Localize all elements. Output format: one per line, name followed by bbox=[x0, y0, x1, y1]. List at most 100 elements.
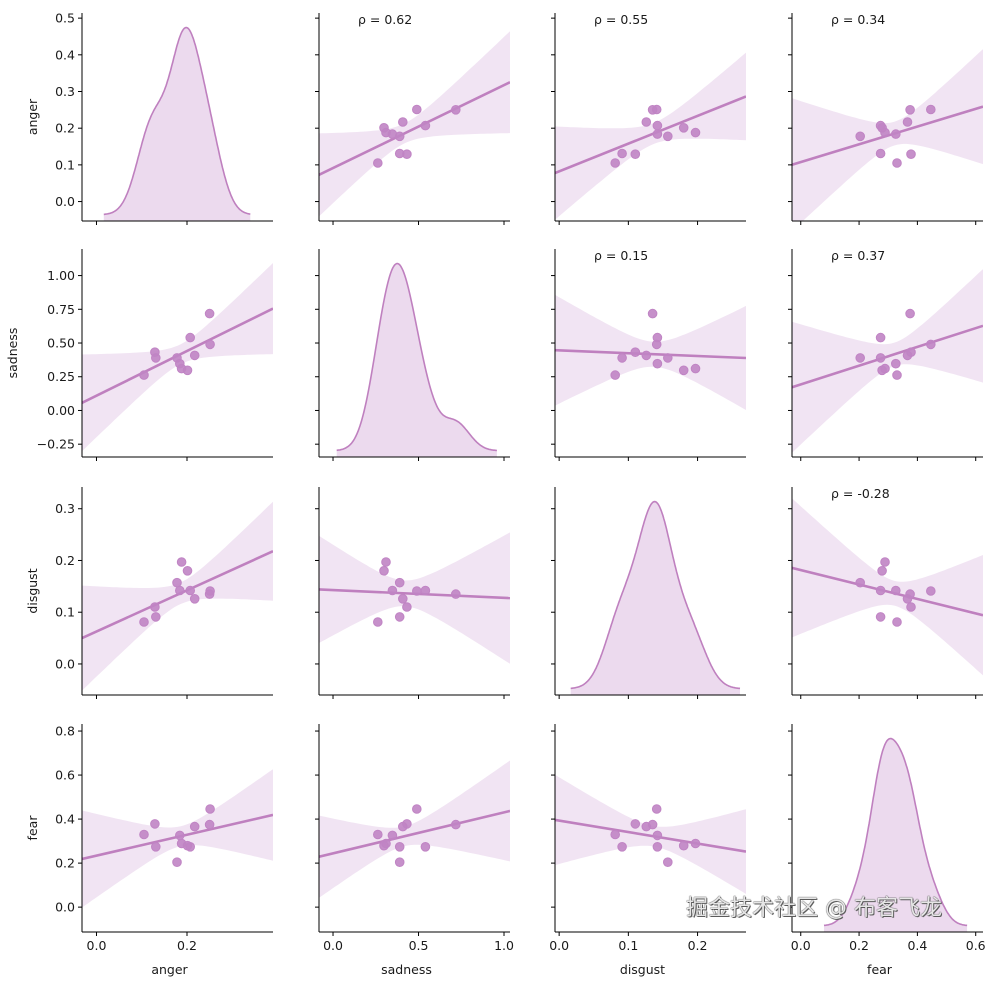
y-tick-label: 0.75 bbox=[47, 302, 75, 317]
data-point bbox=[379, 566, 389, 576]
data-point bbox=[182, 566, 193, 576]
data-point bbox=[891, 129, 901, 139]
data-point bbox=[647, 819, 658, 830]
data-point bbox=[151, 353, 161, 363]
y-axis-label: fear bbox=[25, 815, 40, 841]
correlation-annotation: ρ = 0.62 bbox=[358, 12, 412, 27]
data-point bbox=[855, 577, 866, 588]
data-point bbox=[204, 819, 215, 830]
data-point bbox=[617, 842, 627, 852]
data-point bbox=[151, 842, 161, 852]
y-tick-label: 0.1 bbox=[55, 605, 75, 620]
data-point bbox=[373, 829, 383, 840]
data-point bbox=[412, 586, 422, 596]
x-tick-label: 0.2 bbox=[177, 938, 197, 953]
confidence-band bbox=[319, 760, 510, 898]
data-point bbox=[176, 557, 187, 567]
y-tick-label: 0.0 bbox=[55, 656, 75, 671]
data-point bbox=[420, 585, 431, 596]
x-axis-label: anger bbox=[151, 962, 188, 977]
data-point bbox=[412, 104, 422, 115]
panel-anger-vs-sadness bbox=[315, 13, 510, 225]
data-point bbox=[379, 840, 389, 851]
panel-fear-vs-sadness: 0.0 0.5 1.0 sadness bbox=[315, 724, 514, 977]
data-point bbox=[381, 557, 391, 567]
data-point bbox=[902, 350, 913, 361]
data-point bbox=[651, 804, 662, 814]
data-point bbox=[906, 602, 916, 612]
data-point bbox=[402, 602, 412, 612]
y-tick-label: −0.25 bbox=[37, 437, 75, 452]
x-tick-label: 0.0 bbox=[549, 938, 569, 953]
regression-line bbox=[319, 81, 510, 177]
data-point bbox=[412, 804, 422, 814]
panel-sadness-vs-disgust bbox=[551, 249, 746, 461]
kde-fill bbox=[336, 263, 497, 457]
data-point bbox=[926, 586, 936, 596]
correlation-annotation: ρ = 0.37 bbox=[831, 248, 885, 263]
data-point bbox=[617, 353, 627, 363]
data-point bbox=[182, 365, 193, 376]
panel-fear-vs-fear: 0.0 0.2 0.4 0.6 fear bbox=[788, 724, 986, 977]
data-point bbox=[617, 148, 627, 159]
data-point bbox=[610, 158, 621, 168]
data-point bbox=[139, 370, 149, 380]
regression-line bbox=[319, 809, 510, 858]
data-point bbox=[877, 566, 887, 576]
data-point bbox=[394, 842, 405, 852]
data-point bbox=[630, 149, 641, 159]
confidence-band bbox=[792, 498, 983, 676]
data-point bbox=[880, 557, 890, 567]
y-axis-label: anger bbox=[25, 98, 40, 135]
panel-disgust-vs-anger: 0.0 0.1 0.2 0.3 disgust bbox=[25, 487, 273, 699]
data-point bbox=[906, 149, 916, 159]
x-tick-label: 0.6 bbox=[966, 938, 986, 953]
data-point bbox=[420, 842, 431, 852]
data-point bbox=[189, 594, 200, 604]
y-tick-label: 0.6 bbox=[55, 768, 75, 783]
data-point bbox=[875, 148, 886, 159]
data-point bbox=[151, 612, 161, 622]
y-tick-label: 0.1 bbox=[55, 157, 75, 172]
data-point bbox=[185, 332, 195, 343]
data-point bbox=[892, 158, 902, 168]
y-axis-label: disgust bbox=[25, 568, 40, 613]
data-point bbox=[398, 821, 408, 832]
x-axis-label: disgust bbox=[620, 962, 665, 977]
data-point bbox=[185, 585, 195, 596]
panel-fear-vs-anger: 0.0 0.2 0.4 0.6 0.8 0.0 0.2 fear anger bbox=[25, 724, 273, 977]
kde-curve bbox=[570, 500, 741, 690]
y-tick-label: 1.00 bbox=[47, 268, 75, 283]
regression-line bbox=[555, 95, 746, 175]
y-tick-label: 0.25 bbox=[47, 369, 75, 384]
data-point bbox=[175, 585, 185, 596]
data-point bbox=[891, 585, 901, 596]
x-tick-label: 0.0 bbox=[87, 938, 107, 953]
correlation-annotation: ρ = -0.28 bbox=[831, 486, 890, 501]
data-point bbox=[652, 129, 663, 139]
data-point bbox=[641, 350, 652, 361]
y-tick-label: 0.0 bbox=[55, 194, 75, 209]
confidence-band bbox=[555, 294, 746, 410]
panel-anger-vs-disgust bbox=[551, 13, 746, 225]
y-tick-label: 0.00 bbox=[47, 403, 75, 418]
data-point bbox=[205, 804, 215, 814]
panel-anger-vs-fear bbox=[788, 13, 983, 225]
y-tick-label: 0.5 bbox=[55, 11, 75, 26]
data-point bbox=[420, 120, 431, 131]
data-point bbox=[892, 370, 902, 380]
data-point bbox=[875, 612, 886, 622]
data-point bbox=[630, 347, 641, 358]
panel-sadness-vs-anger: −0.25 0.00 0.25 0.50 0.75 1.00 sadness bbox=[5, 249, 273, 461]
data-point bbox=[652, 830, 663, 841]
data-point bbox=[373, 158, 383, 168]
data-point bbox=[902, 117, 913, 127]
kde-fill bbox=[824, 738, 968, 932]
data-point bbox=[877, 365, 887, 376]
data-point bbox=[451, 819, 461, 830]
kde-fill bbox=[570, 501, 740, 695]
data-point bbox=[394, 577, 405, 588]
data-point bbox=[175, 830, 185, 841]
data-point bbox=[652, 842, 663, 852]
